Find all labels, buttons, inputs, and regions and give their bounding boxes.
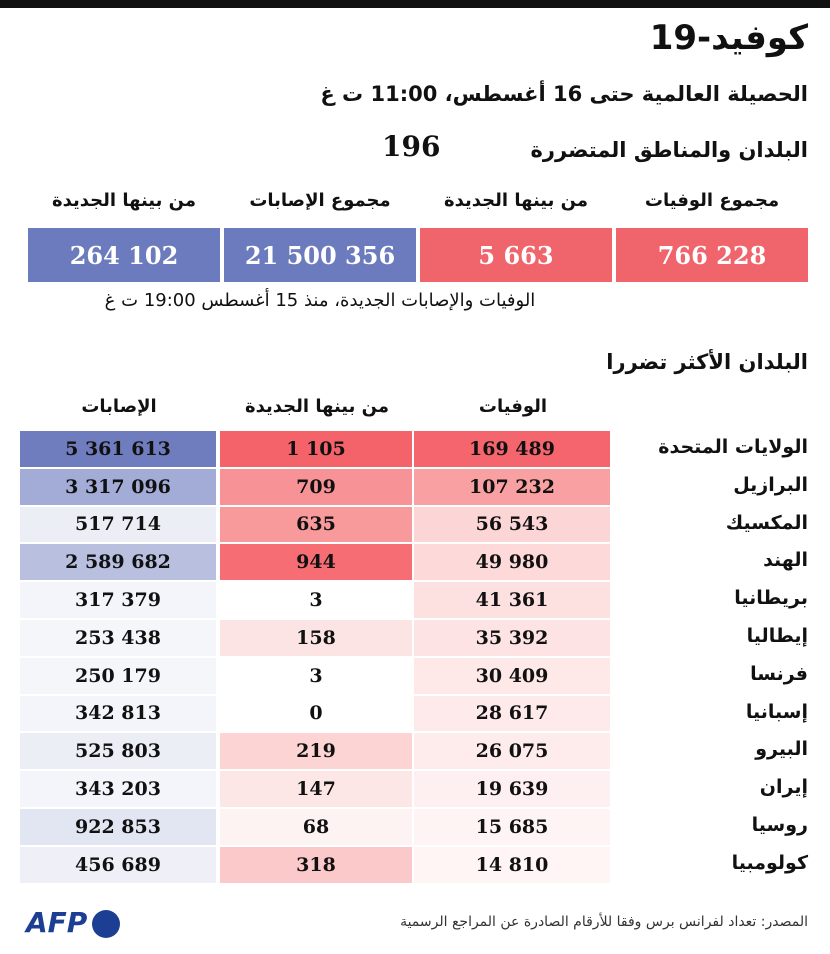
country: كولومبيا [731,851,808,874]
table-cell: 28 617 [414,695,610,732]
table-cell: 922 853 [20,809,216,845]
country: روسيا [751,814,808,836]
table-cell: 14 810 [414,846,610,883]
summary-value: 766 228 [616,228,808,282]
summary-value: 264 102 [28,228,220,282]
table-cell: 56 543 [414,506,610,543]
table-cell: 3 [220,657,412,694]
source: المصدر: تعداد لفرانس برس وفقا للأرقام ال… [400,914,808,930]
table-cell: 41 361 [414,582,610,618]
summary-label: البلدان والمناطق المتضررة [530,138,808,162]
table-cell: 15 685 [414,809,610,845]
table-cell: 5 361 613 [20,431,216,467]
table-cell: 1 105 [220,431,412,467]
top-bar [0,0,830,8]
table-cell: 219 [220,733,412,770]
table-cell: 3 [220,582,412,618]
summary-header: مجموع الإصابات [249,190,391,211]
subtitle: الحصيلة العالمية حتى 16 أغسطس، 11:00 ت غ [320,82,808,106]
table-cell: 342 813 [20,695,216,732]
table-cell: 317 379 [20,582,216,618]
column-header: من بينها الجديدة [244,396,390,417]
table-cell: 147 [220,771,412,807]
country: المكسيك [725,511,808,534]
table-title: البلدان الأكثر تضررا [606,350,808,374]
table-cell: 944 [220,544,412,581]
table-cell: 19 639 [414,771,610,807]
table-cell: 158 [220,620,412,656]
country: إيطاليا [746,625,808,647]
table-cell: 169 489 [414,431,610,467]
table-cell: 30 409 [414,657,610,694]
country: البرازيل [733,473,808,496]
country: الهند [763,549,808,572]
table-cell: 49 980 [414,544,610,581]
table-cell: 0 [220,695,412,732]
table-cell: 3 317 096 [20,468,216,505]
table-cell: 250 179 [20,657,216,694]
logo: AFP [26,906,88,939]
country: بريطانيا [734,587,808,610]
table-cell: 709 [220,468,412,505]
table-cell: 253 438 [20,620,216,656]
table-cell: 525 803 [20,733,216,770]
table-cell: 343 203 [20,771,216,807]
summary-count: 196 [382,130,441,163]
summary-value: 5 663 [420,228,612,282]
logo-dot [92,910,120,938]
summary-header: مجموع الوفيات [644,190,780,211]
country: إيران [759,776,808,799]
table-cell: 517 714 [20,506,216,543]
country: الولايات المتحدة [658,436,808,458]
summary-note: الوفيات والإصابات الجديدة، منذ 15 أغسطس … [104,290,536,311]
summary-value: 21 500 356 [224,228,416,282]
table-cell: 456 689 [20,846,216,883]
table-cell: 318 [220,846,412,883]
title: كوفيد-19 [649,18,808,58]
table-cell: 26 075 [414,733,610,770]
table-cell: 107 232 [414,468,610,505]
column-header: الوفيات [478,396,548,417]
table-cell: 35 392 [414,620,610,656]
summary-header: من بينها الجديدة [51,190,197,211]
table-cell: 635 [220,506,412,543]
country: إسبانيا [745,700,808,723]
table-cell: 2 589 682 [20,544,216,581]
country: فرنسا [750,662,808,685]
table-cell: 68 [220,809,412,845]
country: البيرو [755,738,808,761]
summary-header: من بينها الجديدة [443,190,589,211]
column-header: الإصابات [81,396,157,417]
